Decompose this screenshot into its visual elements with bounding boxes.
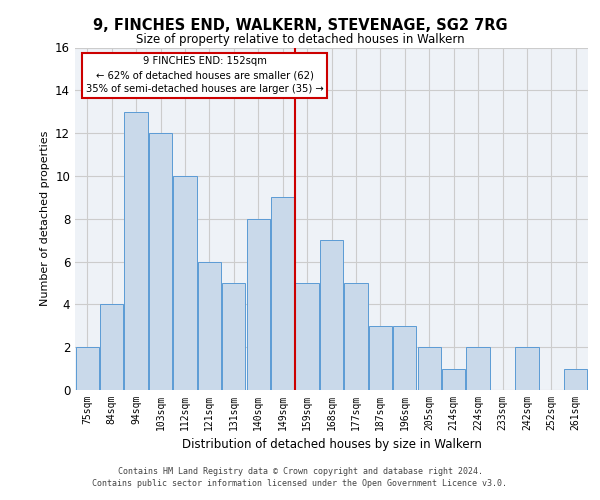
Bar	[369, 326, 392, 390]
Bar	[198, 262, 221, 390]
Bar	[271, 198, 294, 390]
Bar	[149, 133, 172, 390]
Bar	[100, 304, 123, 390]
Text: 9 FINCHES END: 152sqm
← 62% of detached houses are smaller (62)
35% of semi-deta: 9 FINCHES END: 152sqm ← 62% of detached …	[86, 56, 323, 94]
Bar	[247, 219, 270, 390]
Bar	[124, 112, 148, 390]
Bar	[295, 283, 319, 390]
Bar	[515, 347, 539, 390]
Y-axis label: Number of detached properties: Number of detached properties	[40, 131, 50, 306]
Bar	[393, 326, 416, 390]
Bar	[564, 368, 587, 390]
Bar	[173, 176, 197, 390]
Bar	[76, 347, 99, 390]
Bar	[466, 347, 490, 390]
Text: 9, FINCHES END, WALKERN, STEVENAGE, SG2 7RG: 9, FINCHES END, WALKERN, STEVENAGE, SG2 …	[92, 18, 508, 32]
Bar	[320, 240, 343, 390]
Bar	[344, 283, 368, 390]
Text: Contains HM Land Registry data © Crown copyright and database right 2024.
Contai: Contains HM Land Registry data © Crown c…	[92, 466, 508, 487]
Bar	[442, 368, 465, 390]
Text: Size of property relative to detached houses in Walkern: Size of property relative to detached ho…	[136, 32, 464, 46]
X-axis label: Distribution of detached houses by size in Walkern: Distribution of detached houses by size …	[182, 438, 481, 452]
Bar	[222, 283, 245, 390]
Bar	[418, 347, 441, 390]
